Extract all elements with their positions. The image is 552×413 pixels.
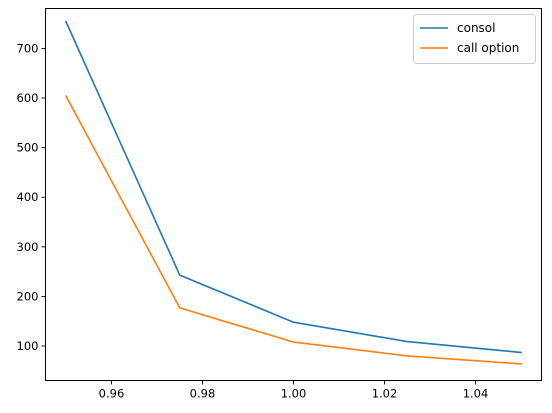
- series-line-0: [64, 20, 522, 354]
- x-tick-label: 0.96: [99, 387, 125, 401]
- x-tick-label: 0.98: [190, 387, 216, 401]
- y-tick-label: 100: [17, 339, 39, 353]
- series-layer: [64, 20, 522, 365]
- y-tick-label: 600: [17, 91, 39, 105]
- legend-label-0: consol: [457, 21, 495, 35]
- legend: consol call option: [413, 14, 536, 64]
- y-axis-ticks: 100 200 300 400 500 600 700: [17, 41, 46, 353]
- x-tick-label: 1.04: [463, 387, 489, 401]
- legend-box: [413, 14, 536, 64]
- y-tick-label: 400: [17, 190, 39, 204]
- y-tick-label: 700: [17, 41, 39, 55]
- x-tick-label: 1.00: [281, 387, 307, 401]
- y-tick-label: 500: [17, 141, 39, 155]
- y-tick-label: 300: [17, 240, 39, 254]
- x-tick-label: 1.02: [372, 387, 398, 401]
- y-tick-label: 200: [17, 289, 39, 303]
- plot-area-frame: [45, 8, 542, 381]
- legend-label-1: call option: [457, 41, 519, 55]
- x-axis-ticks: 0.96 0.98 1.00 1.02 1.04: [99, 380, 489, 401]
- series-line-1: [64, 94, 522, 365]
